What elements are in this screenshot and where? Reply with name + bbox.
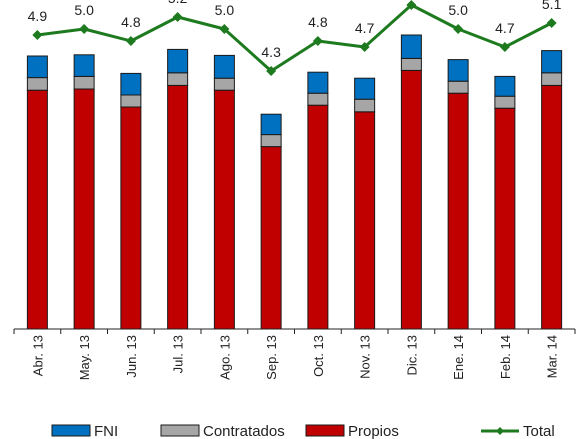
bar-fni-3	[167, 48, 189, 74]
bar-propios-11	[541, 84, 563, 330]
bar-fni-1	[73, 54, 95, 77]
legend-line-marker	[496, 427, 504, 435]
total-point	[312, 36, 323, 46]
total-point	[359, 42, 370, 52]
x-tick-label: Abr. 13	[30, 335, 45, 376]
legend-item-fni: FNI	[51, 423, 118, 439]
bar-propios-2	[120, 106, 142, 330]
bar-propios-8	[400, 69, 422, 330]
total-value-label: 4.8	[308, 14, 328, 30]
bar-contratados-0	[26, 77, 48, 91]
total-value-label: 4.7	[495, 20, 515, 36]
bar-propios-7	[354, 111, 376, 330]
bar-propios-3	[167, 84, 189, 330]
bar-propios-6	[307, 104, 329, 330]
legend-label: FNI	[94, 423, 118, 439]
bar-contratados-9	[447, 80, 469, 94]
x-tick-label: Nov. 13	[358, 335, 373, 379]
total-point	[172, 12, 183, 22]
bar-fni-11	[541, 50, 563, 74]
legend-item-propios: Propios	[305, 423, 399, 439]
legend-swatch	[305, 424, 345, 437]
bar-fni-9	[447, 59, 469, 82]
bar-contratados-6	[307, 92, 329, 106]
bars-layer	[26, 34, 563, 330]
total-point	[125, 36, 136, 46]
legend-label: Propios	[348, 423, 399, 439]
legend-label: Total	[523, 423, 555, 439]
legend-item-contratados: Contratados	[160, 423, 285, 439]
x-tick-label: Ene. 14	[451, 335, 466, 380]
total-point	[453, 24, 464, 34]
bar-contratados-10	[494, 95, 516, 109]
bar-propios-0	[26, 89, 48, 330]
bar-propios-1	[73, 88, 95, 330]
total-point	[266, 66, 277, 76]
bar-contratados-3	[167, 72, 189, 86]
bar-fni-4	[213, 54, 235, 79]
x-tick-label: Jun. 13	[124, 335, 139, 378]
x-tick-label: Oct. 13	[311, 335, 326, 377]
bar-fni-0	[26, 55, 48, 79]
value-labels-layer: 4.95.04.85.25.04.34.84.75.45.04.75.1	[28, 0, 562, 60]
bar-fni-10	[494, 75, 516, 97]
total-value-label: 5.0	[448, 2, 468, 18]
bar-contratados-1	[73, 75, 95, 90]
legend-item-total: Total	[481, 423, 555, 439]
bar-contratados-11	[541, 72, 563, 86]
total-value-label: 4.9	[28, 8, 48, 24]
total-point	[546, 18, 557, 28]
x-tick-label: May. 13	[77, 335, 92, 380]
x-tick-label: Ago. 13	[217, 335, 232, 380]
total-point	[79, 24, 90, 34]
bar-fni-6	[307, 71, 329, 94]
bar-propios-9	[447, 92, 469, 330]
legend: FNI Contratados Propios Total	[51, 423, 555, 439]
x-tick-label: Jul. 13	[171, 335, 186, 373]
total-value-label: 5.0	[74, 2, 94, 18]
total-value-label: 5.0	[215, 2, 235, 18]
bar-contratados-7	[354, 98, 376, 113]
legend-swatch	[51, 424, 91, 437]
bar-propios-5	[260, 146, 282, 330]
total-value-label: 4.7	[355, 20, 375, 36]
x-axis: Abr. 13 May. 13 Jun. 13 Jul. 13 Ago. 13 Sep. …	[13, 328, 576, 380]
bar-fni-7	[354, 77, 376, 100]
bar-propios-4	[213, 89, 235, 330]
x-tick-label: Dic. 13	[404, 335, 419, 375]
bar-contratados-4	[213, 77, 235, 91]
bar-contratados-8	[400, 57, 422, 71]
total-point	[406, 0, 417, 10]
x-tick-label: Mar. 14	[545, 335, 560, 378]
x-tick-label: Sep. 13	[264, 335, 279, 380]
legend-label: Contratados	[203, 423, 285, 439]
total-value-label: 5.2	[168, 0, 188, 6]
total-point	[32, 30, 43, 40]
bar-propios-10	[494, 107, 516, 330]
total-value-label: 4.3	[261, 44, 281, 60]
total-value-label: 4.8	[121, 14, 141, 30]
x-tick-label: Feb. 14	[498, 335, 513, 379]
total-line-layer	[32, 0, 557, 76]
bar-fni-2	[120, 72, 142, 96]
legend-swatch	[160, 424, 200, 437]
bar-contratados-5	[260, 134, 282, 148]
total-line	[37, 3, 553, 73]
total-value-label: 5.1	[542, 0, 562, 12]
bar-fni-8	[400, 34, 422, 59]
total-point	[499, 42, 510, 52]
total-point	[219, 24, 230, 34]
bar-contratados-2	[120, 94, 142, 108]
bar-fni-5	[260, 113, 282, 136]
